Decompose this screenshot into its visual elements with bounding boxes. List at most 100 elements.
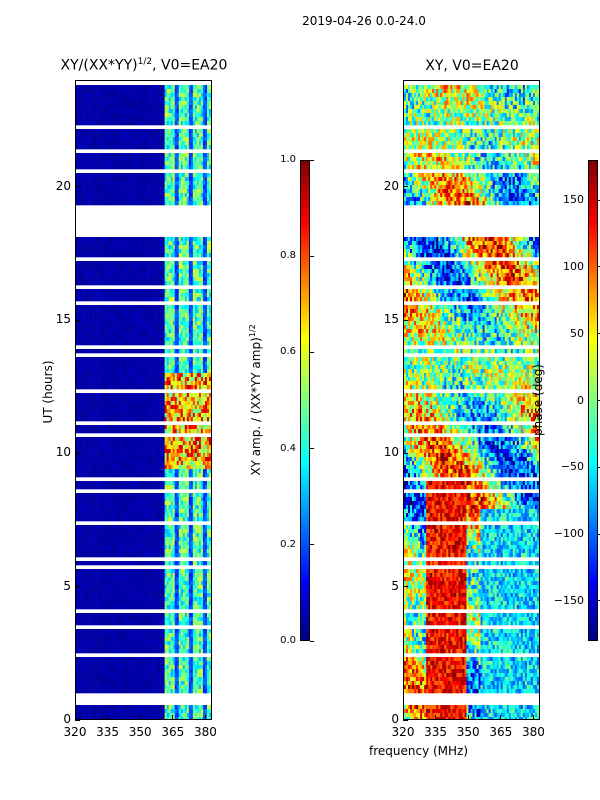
amp-heatmap-cell	[122, 153, 125, 158]
amp-heatmap-cell	[178, 165, 182, 170]
amp-heatmap-cell	[182, 177, 186, 182]
amp-heatmap-cell	[198, 241, 202, 246]
amp-heatmap-cell	[78, 201, 81, 206]
amp-heatmap-cell	[92, 245, 95, 250]
amp-heatmap-cell	[210, 101, 211, 106]
amp-heatmap-cell	[188, 385, 192, 390]
amp-heatmap-cell	[184, 185, 188, 190]
amp-heatmap-cell	[154, 293, 157, 298]
amp-heatmap-cell	[114, 197, 117, 202]
amp-heatmap-cell	[88, 373, 91, 378]
amp-heatmap-cell	[180, 249, 184, 254]
amp-heatmap-cell	[208, 113, 211, 118]
amp-heatmap-cell	[200, 381, 204, 386]
amp-heatmap-cell	[192, 265, 196, 270]
amp-heatmap-cell	[148, 241, 151, 246]
amp-heatmap-cell	[108, 105, 111, 110]
amp-heatmap-cell	[96, 245, 99, 250]
amp-heatmap-cell	[158, 113, 161, 118]
amp-heatmap-cell	[142, 201, 145, 206]
amp-heatmap-cell	[200, 337, 204, 342]
amp-heatmap-cell	[180, 157, 184, 162]
amp-heatmap-cell	[186, 441, 190, 446]
amp-heatmap-cell	[130, 277, 133, 282]
amp-heatmap-cell	[168, 261, 171, 266]
amp-heatmap-cell	[122, 361, 125, 366]
amp-heatmap-cell	[196, 341, 200, 346]
amp-heatmap-cell	[84, 297, 87, 302]
amp-heatmap-cell	[208, 425, 211, 430]
amp-heatmap-cell	[76, 245, 79, 250]
amp-heatmap-cell	[118, 145, 121, 150]
amp-heatmap-cell	[160, 193, 163, 198]
amp-heatmap-cell	[136, 237, 139, 242]
amp-heatmap-cell	[188, 157, 192, 162]
amp-heatmap-cell	[108, 377, 111, 382]
amp-heatmap-cell	[78, 137, 81, 142]
amp-heatmap-cell	[186, 361, 190, 366]
amp-heatmap-cell	[132, 349, 135, 354]
amp-heatmap-cell	[104, 89, 107, 94]
amp-heatmap-cell	[186, 101, 190, 106]
amp-heatmap-cell	[142, 377, 145, 382]
amp-heatmap-cell	[140, 189, 143, 194]
amp-heatmap-cell	[150, 261, 153, 266]
amp-heatmap-cell	[82, 325, 85, 330]
amp-heatmap-cell	[134, 161, 137, 166]
amp-heatmap-cell	[114, 265, 117, 270]
amp-heatmap-cell	[104, 141, 107, 146]
amp-heatmap-cell	[132, 153, 135, 158]
amp-heatmap-cell	[88, 405, 91, 410]
amp-heatmap-cell	[126, 373, 129, 378]
amp-heatmap-cell	[102, 405, 105, 410]
amp-heatmap-cell	[84, 89, 87, 94]
amp-heatmap-cell	[104, 393, 107, 398]
amp-heatmap-cell	[122, 437, 125, 442]
amp-heatmap-cell	[160, 337, 163, 342]
amp-heatmap-cell	[152, 321, 155, 326]
amp-heatmap-cell	[102, 121, 105, 126]
amp-heatmap-cell	[206, 141, 210, 146]
amp-heatmap-cell	[166, 249, 169, 254]
amp-heatmap-cell	[160, 325, 163, 330]
amp-heatmap-cell	[140, 333, 143, 338]
amp-heatmap-cell	[100, 181, 103, 186]
amp-heatmap-cell	[78, 121, 81, 126]
amp-heatmap-cell	[116, 105, 119, 110]
amp-heatmap-cell	[76, 101, 79, 106]
amp-heatmap-row	[76, 153, 211, 158]
amp-heatmap-cell	[192, 129, 196, 134]
amp-heatmap-cell	[210, 289, 211, 294]
amp-heatmap-cell	[206, 273, 210, 278]
amp-heatmap-cell	[122, 405, 125, 410]
amp-heatmap-cell	[194, 241, 198, 246]
amp-heatmap-cell	[152, 93, 155, 98]
amp-heatmap-cell	[104, 181, 107, 186]
amp-heatmap-cell	[164, 181, 167, 186]
amp-heatmap-cell	[120, 121, 123, 126]
amp-heatmap-cell	[86, 201, 89, 206]
amp-heatmap-cell	[190, 289, 194, 294]
amp-heatmap-row	[76, 113, 211, 118]
amp-heatmap-cell	[196, 441, 200, 446]
amp-heatmap-cell	[78, 277, 81, 282]
amp-heatmap-cell	[98, 429, 101, 434]
amp-heatmap-cell	[96, 393, 99, 398]
amp-heatmap-cell	[124, 429, 127, 434]
amp-heatmap-cell	[174, 105, 178, 110]
amp-heatmap-cell	[162, 153, 165, 158]
amp-heatmap-cell	[196, 273, 200, 278]
amp-heatmap-cell	[196, 385, 200, 390]
amp-heatmap-cell	[168, 245, 171, 250]
amp-heatmap-cell	[176, 157, 180, 162]
amp-heatmap-cell	[134, 373, 137, 378]
amp-heatmap-cell	[182, 297, 186, 302]
amp-heatmap-cell	[80, 365, 83, 370]
amp-heatmap-cell	[84, 165, 87, 170]
amp-heatmap-cell	[178, 249, 182, 254]
amp-heatmap-cell	[144, 369, 147, 374]
amp-heatmap-cell	[148, 105, 151, 110]
amp-heatmap-cell	[112, 137, 115, 142]
amp-heatmap-cell	[76, 121, 79, 126]
amp-heatmap-cell	[142, 309, 145, 314]
